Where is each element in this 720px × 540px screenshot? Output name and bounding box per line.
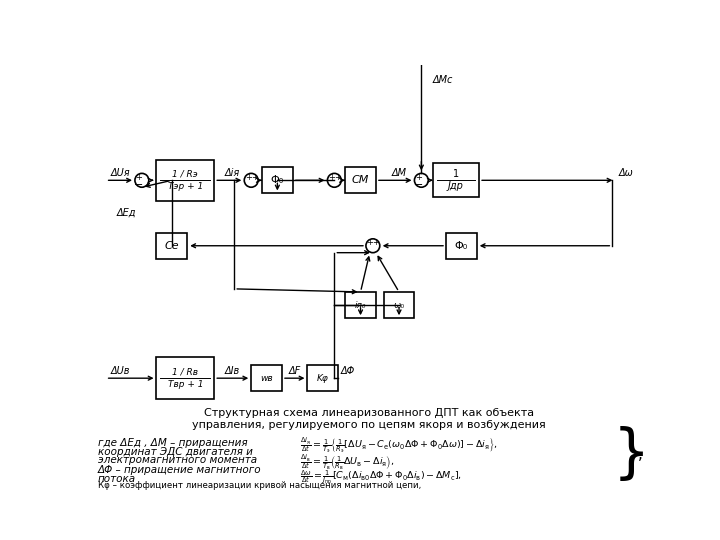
- Text: +: +: [135, 173, 143, 182]
- Text: }: }: [612, 426, 649, 483]
- Text: Кφ – коэффициент линеаризации кривой насыщения магнитной цепи,: Кφ – коэффициент линеаризации кривой нас…: [98, 481, 421, 490]
- Text: Kφ: Kφ: [317, 374, 329, 383]
- Bar: [262, 167, 293, 193]
- Text: где ΔЕд , ΔМ – приращения: где ΔЕд , ΔМ – приращения: [98, 438, 248, 448]
- Text: Δiя: Δiя: [225, 168, 240, 178]
- Text: ω₀: ω₀: [393, 301, 405, 309]
- Text: Φ₀: Φ₀: [455, 241, 468, 251]
- Text: +: +: [366, 238, 373, 247]
- Text: координат ЭДС двигателя и: координат ЭДС двигателя и: [98, 447, 253, 457]
- Text: ,: ,: [638, 447, 642, 462]
- Text: +: +: [415, 173, 422, 182]
- Circle shape: [415, 173, 428, 187]
- Text: потока: потока: [98, 474, 136, 484]
- Text: Jдp: Jдp: [448, 181, 464, 192]
- Text: 1: 1: [453, 169, 459, 179]
- Text: ΔUя: ΔUя: [110, 168, 130, 178]
- Text: ΔΦ: ΔΦ: [341, 366, 356, 376]
- Text: +: +: [372, 238, 379, 247]
- Text: ΔEд: ΔEд: [116, 208, 135, 218]
- Bar: [384, 292, 415, 318]
- Circle shape: [366, 239, 379, 253]
- Text: +: +: [245, 173, 251, 182]
- Bar: [156, 357, 215, 399]
- Bar: [307, 365, 338, 392]
- Text: Tвp + 1: Tвp + 1: [168, 380, 203, 389]
- Text: электромагнитного момента: электромагнитного момента: [98, 455, 257, 465]
- Text: ΔΦ – приращение магнитного: ΔΦ – приращение магнитного: [98, 465, 261, 475]
- Text: Cе: Cе: [165, 241, 179, 251]
- Text: iя₀: iя₀: [355, 301, 366, 309]
- Text: Δω: Δω: [618, 168, 633, 178]
- Text: $\frac{\Delta i_{\rm я}}{\Delta t}=\frac{1}{T_{\rm э}}\left\{\frac{1}{R_{\rm э}}: $\frac{\Delta i_{\rm я}}{\Delta t}=\frac…: [300, 437, 498, 456]
- Bar: [156, 159, 215, 201]
- Circle shape: [135, 173, 149, 187]
- Text: ΔMс: ΔMс: [432, 75, 452, 85]
- Text: Tэp + 1: Tэp + 1: [168, 182, 203, 191]
- Text: 1 / Rв: 1 / Rв: [172, 368, 198, 376]
- Text: +: +: [334, 173, 341, 182]
- Bar: [156, 233, 187, 259]
- Text: −: −: [134, 180, 143, 190]
- Text: ΔUв: ΔUв: [110, 366, 130, 376]
- Text: +: +: [251, 173, 258, 182]
- Circle shape: [244, 173, 258, 187]
- Circle shape: [328, 173, 341, 187]
- Text: wв: wв: [260, 374, 273, 383]
- Text: Структурная схема линеаризованного ДПТ как объекта
управления, регулируемого по : Структурная схема линеаризованного ДПТ к…: [192, 408, 546, 430]
- Bar: [345, 292, 376, 318]
- Bar: [345, 167, 376, 193]
- Text: +: +: [328, 173, 335, 182]
- Text: Φ₀: Φ₀: [271, 176, 284, 185]
- Bar: [251, 365, 282, 392]
- Text: ΔF: ΔF: [289, 366, 301, 376]
- Text: ΔIв: ΔIв: [225, 366, 240, 376]
- Text: 1 / Rэ: 1 / Rэ: [173, 170, 198, 179]
- Bar: [446, 233, 477, 259]
- Text: ΔM: ΔM: [391, 168, 406, 178]
- Text: −: −: [413, 180, 423, 190]
- Text: CМ: CМ: [352, 176, 369, 185]
- Bar: [433, 164, 479, 197]
- Text: $\frac{\Delta i_{\rm в}}{\Delta t}=\frac{1}{T_{\rm в}}\left(\frac{1}{R_{\rm в}}\: $\frac{\Delta i_{\rm в}}{\Delta t}=\frac…: [300, 454, 395, 472]
- Text: $\frac{\Delta\omega}{\Delta t}=\frac{1}{J_{\rm пр}}\left[C_{\rm м}(\Delta i_{\rm: $\frac{\Delta\omega}{\Delta t}=\frac{1}{…: [300, 469, 462, 488]
